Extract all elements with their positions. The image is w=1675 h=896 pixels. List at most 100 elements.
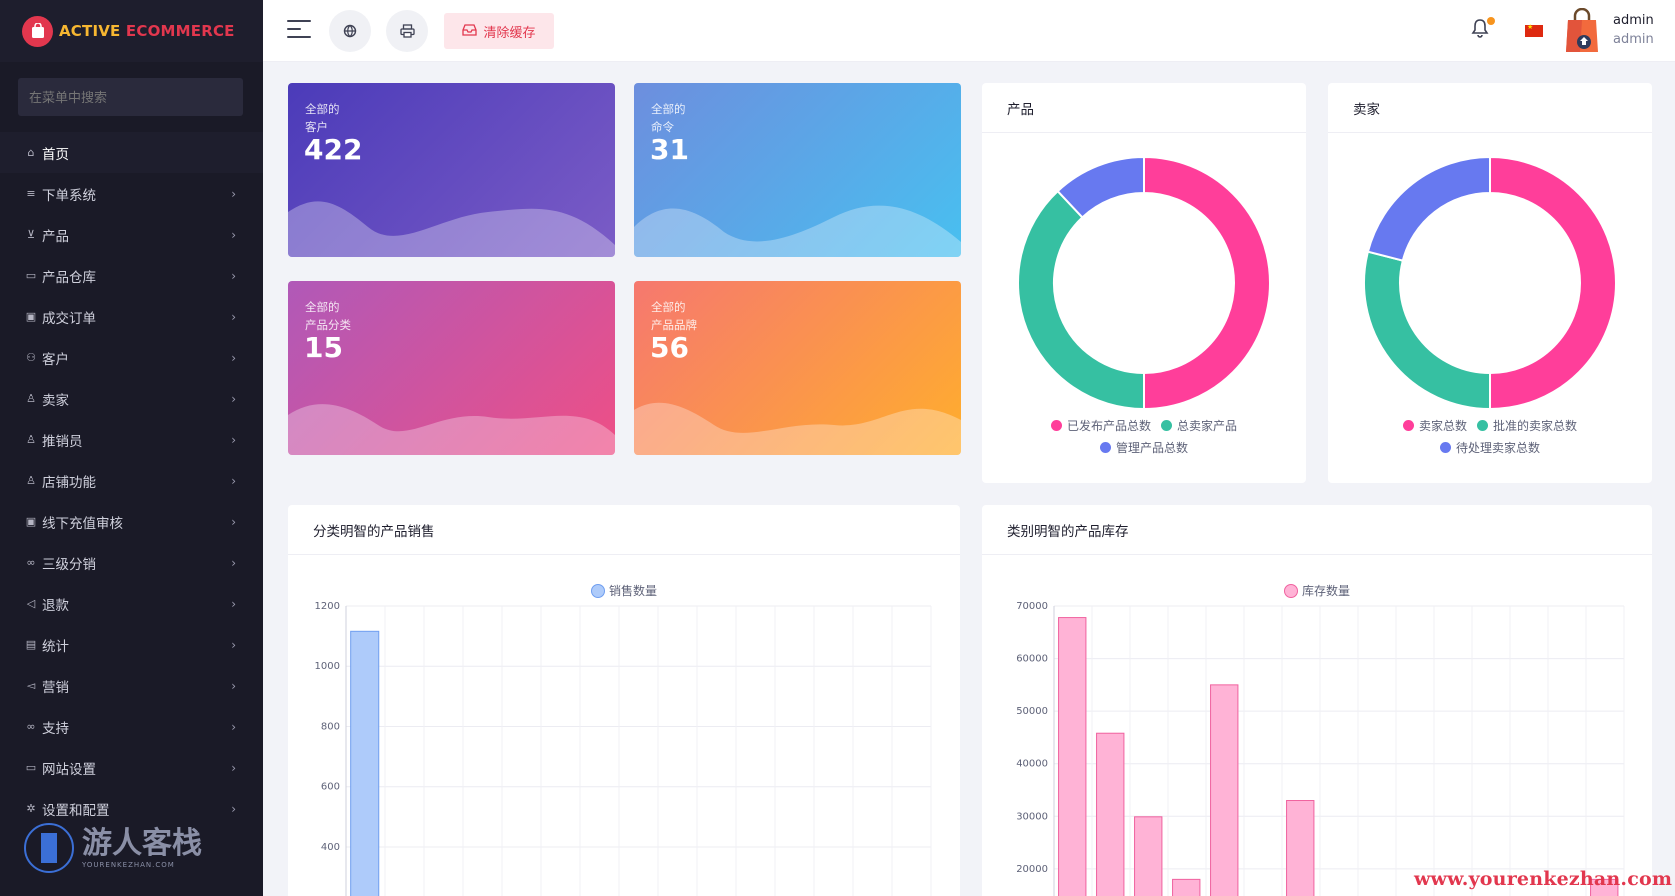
donut-slice[interactable] <box>1366 155 1491 262</box>
sidebar-item-label: 产品仓库 <box>42 269 96 286</box>
legend-item[interactable]: 卖家总数 <box>1402 417 1467 434</box>
y-tick-label: 600 <box>321 782 340 793</box>
clear-cache-label: 清除缓存 <box>483 24 536 40</box>
avatar[interactable] <box>1564 7 1600 54</box>
y-tick-label: 50000 <box>1016 706 1048 717</box>
legend-item[interactable]: 已发布产品总数 <box>1050 417 1151 434</box>
sidebar-item[interactable]: ✲ 设置和配置 › <box>0 788 263 829</box>
sidebar-item-label: 下单系统 <box>42 187 96 204</box>
bar[interactable] <box>1286 800 1315 896</box>
chart-legend[interactable]: 销售数量 <box>288 582 960 599</box>
sidebar-item[interactable]: ◅ 营销 › <box>0 665 263 706</box>
stat-label-line2: 客户 <box>305 120 328 134</box>
sidebar-item-label: 客户 <box>42 351 69 368</box>
sidebar-item[interactable]: ▤ 统计 › <box>0 624 263 665</box>
brand-logo[interactable]: ACTIVE ECOMMERCE <box>0 0 263 62</box>
stat-label-line2: 命令 <box>651 120 674 134</box>
bar[interactable] <box>1590 878 1619 896</box>
bar[interactable] <box>350 630 380 896</box>
sidebar-item[interactable]: ▣ 线下充值审核 › <box>0 501 263 542</box>
panel-title: 卖家 <box>1328 83 1652 133</box>
donut-slice[interactable] <box>1143 155 1271 411</box>
globe-button[interactable] <box>329 10 371 52</box>
chart-legend: 待处理卖家总数 <box>1328 439 1652 456</box>
stat-card-customers: 全部的 客户 422 <box>288 83 615 257</box>
china-flag-icon[interactable] <box>1525 25 1543 37</box>
chevron-right-icon: › <box>231 719 236 734</box>
stat-value: 15 <box>304 331 343 364</box>
donut-slice[interactable] <box>1489 155 1617 411</box>
notification-dot <box>1487 17 1495 25</box>
watermark-emblem-icon <box>24 823 74 873</box>
chevron-right-icon: › <box>231 309 236 324</box>
sidebar-item-label: 推销员 <box>42 433 83 450</box>
sidebar-item[interactable]: ⌂ 首页 <box>0 132 263 173</box>
chart-legend: 管理产品总数 <box>982 439 1306 456</box>
sidebar-item[interactable]: ∞ 支持 › <box>0 706 263 747</box>
inbox-icon <box>462 23 478 39</box>
legend-item[interactable]: 管理产品总数 <box>1099 439 1188 456</box>
printer-icon <box>399 24 415 38</box>
y-tick-label: 30000 <box>1016 811 1048 822</box>
watermark-logo: 游人客栈 YOURENKEZHAN.COM <box>24 820 214 876</box>
bar[interactable] <box>1172 878 1201 896</box>
sidebar-item-label: 成交订单 <box>42 310 96 327</box>
chevron-right-icon: › <box>231 801 236 816</box>
bar[interactable] <box>1096 732 1125 896</box>
stock-bar-chart: 70000 60000 50000 40000 30000 20000 <box>1016 601 1625 896</box>
wave-decoration <box>288 201 615 257</box>
legend-item[interactable]: 批准的卖家总数 <box>1477 417 1577 434</box>
backward-icon: ◁ <box>26 597 36 610</box>
user-role: admin <box>1613 32 1654 47</box>
sidebar-item[interactable]: ▭ 网站设置 › <box>0 747 263 788</box>
bar[interactable] <box>1210 684 1239 896</box>
sidebar-item[interactable]: ▭ 产品仓库 › <box>0 255 263 296</box>
legend-label: 销售数量 <box>608 584 657 598</box>
sidebar-item[interactable]: ⊻ 产品 › <box>0 214 263 255</box>
watermark-url: www.yourenkezhan.com <box>1414 868 1673 890</box>
chart-legend[interactable]: 库存数量 <box>982 582 1652 599</box>
menu-search-input[interactable] <box>18 78 243 116</box>
donut-slice[interactable] <box>1017 189 1145 411</box>
user-tie-icon: ♙ <box>26 433 36 446</box>
seller-panel: 卖家 卖家总数 批准的卖家总数 待处理卖家总数 <box>1328 83 1652 483</box>
sidebar-item-label: 统计 <box>42 638 69 655</box>
shopping-bag-icon <box>22 15 53 47</box>
stat-label-line1: 全部的 <box>305 102 340 116</box>
print-button[interactable] <box>386 10 428 52</box>
menu-toggle-icon[interactable] <box>287 20 311 42</box>
gear-icon: ✲ <box>26 802 36 815</box>
user-name[interactable]: admin <box>1613 13 1654 28</box>
sidebar-item[interactable]: ◁ 退款 › <box>0 583 263 624</box>
sidebar-item[interactable]: ≡ 下单系统 › <box>0 173 263 214</box>
sidebar-item[interactable]: ▣ 成交订单 › <box>0 296 263 337</box>
stat-card-brands: 全部的 产品品牌 56 <box>634 281 961 455</box>
link-icon: ∞ <box>26 556 36 569</box>
home-icon: ⌂ <box>27 146 35 159</box>
donut-slice[interactable] <box>1363 250 1491 411</box>
link-icon: ∞ <box>26 720 36 733</box>
sidebar-item-label: 店铺功能 <box>42 474 96 491</box>
y-tick-label: 800 <box>321 721 340 732</box>
donut-slice[interactable] <box>1056 155 1145 219</box>
y-tick-label: 400 <box>321 842 340 853</box>
sidebar-nav: ⌂ 首页 ≡ 下单系统 › ⊻ 产品 › ▭ 产品仓库 › ▣ 成交订单 › ⚇ 客户 › ♙ 卖家 › ♙ 推销员 › ♙ 店… <box>0 132 263 829</box>
sidebar-item[interactable]: ⚇ 客户 › <box>0 337 263 378</box>
watermark-cn-text: 游人客栈 <box>82 826 202 861</box>
bar[interactable] <box>1058 617 1087 896</box>
chart-legend: 卖家总数 批准的卖家总数 <box>1328 417 1652 434</box>
notification-bell-icon[interactable] <box>1471 18 1489 43</box>
clear-cache-button[interactable]: 清除缓存 <box>444 13 554 49</box>
sidebar-item[interactable]: ♙ 店铺功能 › <box>0 460 263 501</box>
desktop-icon: ▭ <box>25 761 37 774</box>
legend-item[interactable]: 待处理卖家总数 <box>1439 439 1540 456</box>
legend-item[interactable]: 总卖家产品 <box>1161 417 1237 434</box>
stat-label-line1: 全部的 <box>651 300 686 314</box>
chevron-right-icon: › <box>231 514 236 529</box>
sidebar-item[interactable]: ♙ 卖家 › <box>0 378 263 419</box>
stat-label-line1: 全部的 <box>305 300 340 314</box>
sidebar-item[interactable]: ♙ 推销员 › <box>0 419 263 460</box>
sidebar-item[interactable]: ∞ 三级分销 › <box>0 542 263 583</box>
bar[interactable] <box>1134 816 1163 896</box>
sidebar-item-label: 设置和配置 <box>42 802 110 819</box>
